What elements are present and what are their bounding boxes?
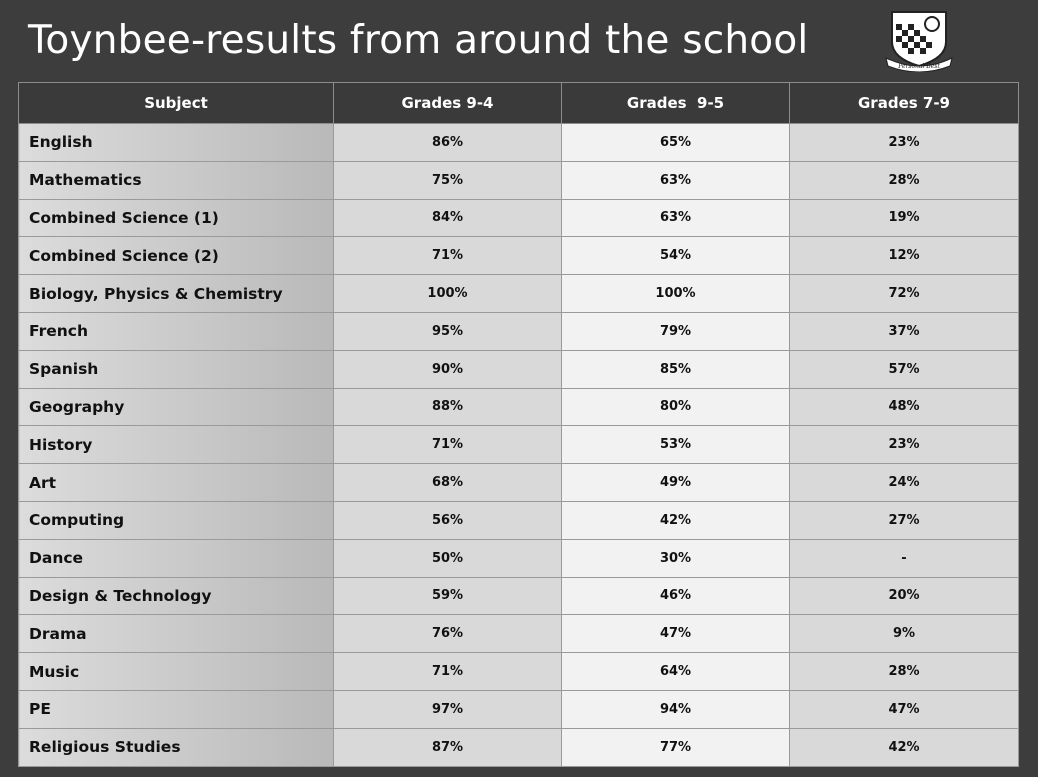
percent-cell: 42% [789,727,1019,767]
percent-cell: 48% [789,387,1019,427]
table-row: Religious Studies 87% 77% 42% [18,727,1019,767]
table-row: Music 71% 64% 28% [18,652,1019,691]
percent-cell: 37% [789,311,1019,351]
percent-cell: 47% [561,614,790,654]
percent-cell: 47% [789,689,1019,729]
table-row: Mathematics 75% 63% 28% [18,160,1019,200]
subject-cell: English [18,123,334,162]
table-body: English 86% 65% 23% Mathematics 75% 63% 28% Comb… [18,123,1019,767]
table-row: Spanish 90% 85% 57% [18,349,1019,389]
percent-cell: 97% [333,689,562,729]
percent-cell: - [789,538,1019,578]
subject-cell: Biology, Physics & Chemistry [18,274,334,313]
subject-cell: Combined Science (1) [18,198,334,238]
subject-cell: Design & Technology [18,576,334,616]
percent-cell: 65% [561,123,790,162]
table-row: History 71% 53% 23% [18,425,1019,465]
logo-checks [896,24,932,54]
subject-cell: Art [18,463,334,502]
percent-cell: 19% [789,198,1019,238]
subject-cell: Geography [18,387,334,427]
percent-cell: 30% [561,538,790,578]
percent-cell: 28% [789,160,1019,200]
table-row: Computing 56% 42% 27% [18,500,1019,540]
percent-cell: 23% [789,123,1019,162]
table-row: Combined Science (2) 71% 54% 12% [18,236,1019,276]
percent-cell: 79% [561,311,790,351]
table-row: Biology, Physics & Chemistry 100% 100% 72% [18,274,1019,313]
percent-cell: 100% [333,274,562,313]
percent-cell: 72% [789,274,1019,313]
percent-cell: 71% [333,425,562,465]
table-row: Art 68% 49% 24% [18,463,1019,502]
percent-cell: 28% [789,652,1019,691]
column-header: Grades 7-9 [789,82,1019,124]
percent-cell: 56% [333,500,562,540]
subject-cell: Combined Science (2) [18,236,334,276]
percent-cell: 64% [561,652,790,691]
results-table: Subject Grades 9-4 Grades 9-5 Grades 7-9 En… [18,82,1019,767]
percent-cell: 75% [333,160,562,200]
logo-motto: Personal Best [897,63,940,70]
subject-cell: Computing [18,500,334,540]
subject-cell: Dance [18,538,334,578]
percent-cell: 20% [789,576,1019,616]
percent-cell: 23% [789,425,1019,465]
percent-cell: 95% [333,311,562,351]
percent-cell: 63% [561,198,790,238]
percent-cell: 53% [561,425,790,465]
table-row: PE 97% 94% 47% [18,689,1019,729]
table-row: Geography 88% 80% 48% [18,387,1019,427]
table-row: French 95% 79% 37% [18,311,1019,351]
table-row: Combined Science (1) 84% 63% 19% [18,198,1019,238]
percent-cell: 57% [789,349,1019,389]
percent-cell: 42% [561,500,790,540]
percent-cell: 68% [333,463,562,502]
percent-cell: 27% [789,500,1019,540]
percent-cell: 63% [561,160,790,200]
percent-cell: 86% [333,123,562,162]
table-row: Dance 50% 30% - [18,538,1019,578]
percent-cell: 77% [561,727,790,767]
percent-cell: 100% [561,274,790,313]
column-header: Subject [18,82,334,124]
table-row: Drama 76% 47% 9% [18,614,1019,654]
subject-cell: French [18,311,334,351]
percent-cell: 71% [333,236,562,276]
column-header: Grades 9-5 [561,82,790,124]
table-row: English 86% 65% 23% [18,123,1019,162]
percent-cell: 12% [789,236,1019,276]
subject-cell: History [18,425,334,465]
percent-cell: 87% [333,727,562,767]
header-row: Subject Grades 9-4 Grades 9-5 Grades 7-9 [18,82,1019,124]
percent-cell: 88% [333,387,562,427]
subject-cell: Mathematics [18,160,334,200]
percent-cell: 84% [333,198,562,238]
percent-cell: 49% [561,463,790,502]
subject-cell: PE [18,689,334,729]
logo-emblem [924,16,940,32]
subject-cell: Drama [18,614,334,654]
subject-cell: Religious Studies [18,727,334,767]
table-row: Design & Technology 59% 46% 20% [18,576,1019,616]
percent-cell: 59% [333,576,562,616]
percent-cell: 54% [561,236,790,276]
logo-banner [885,57,953,72]
percent-cell: 94% [561,689,790,729]
percent-cell: 71% [333,652,562,691]
school-logo: Personal Best [885,11,953,72]
slide-title: Toynbee-results from around the school [28,18,809,63]
column-header: Grades 9-4 [333,82,562,124]
percent-cell: 80% [561,387,790,427]
percent-cell: 24% [789,463,1019,502]
percent-cell: 90% [333,349,562,389]
percent-cell: 46% [561,576,790,616]
subject-cell: Spanish [18,349,334,389]
percent-cell: 50% [333,538,562,578]
percent-cell: 76% [333,614,562,654]
percent-cell: 85% [561,349,790,389]
percent-cell: 9% [789,614,1019,654]
subject-cell: Music [18,652,334,691]
